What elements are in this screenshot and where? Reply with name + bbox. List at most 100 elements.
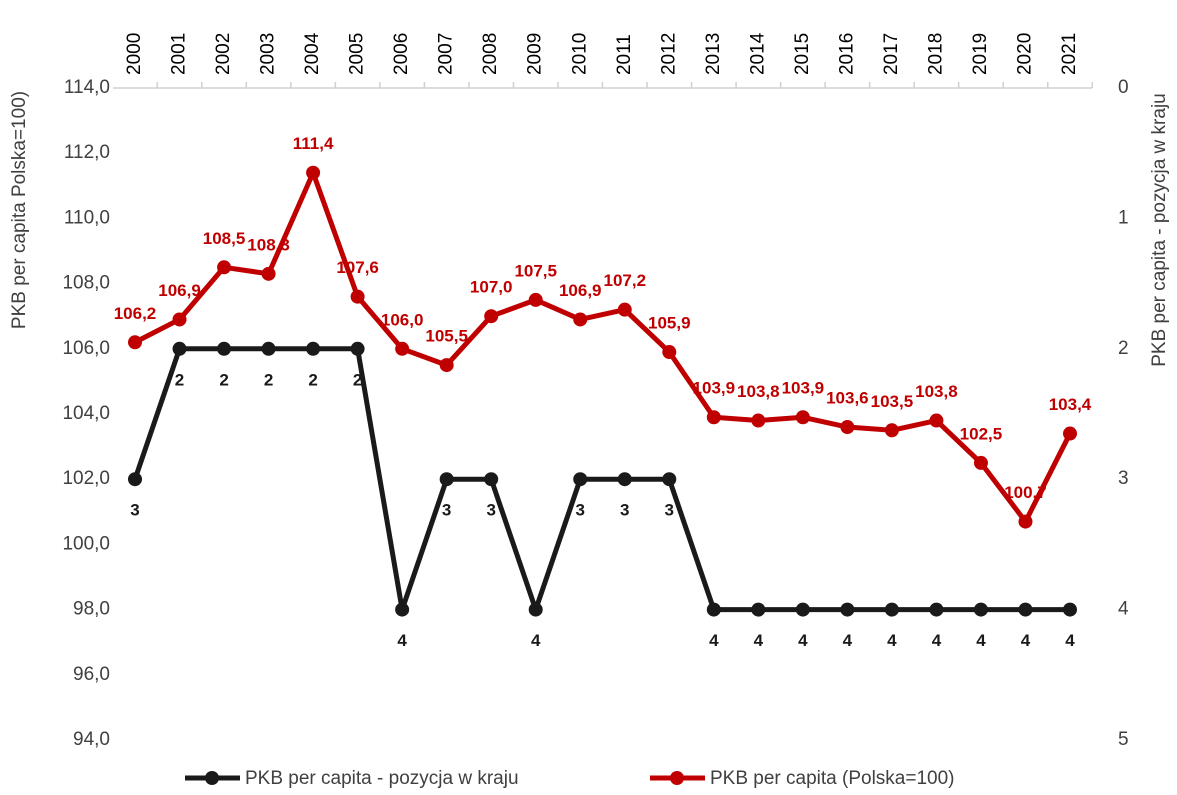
data-label: 102,5: [960, 424, 1003, 443]
data-label: 111,4: [293, 134, 334, 153]
y2-tick-label: 5: [1118, 729, 1129, 750]
data-point: [617, 302, 632, 317]
y-tick-label: 108,0: [62, 273, 110, 294]
data-point: [128, 335, 142, 350]
data-point: [706, 602, 721, 617]
data-point: [795, 410, 810, 425]
data-label: 103,5: [871, 392, 914, 411]
data-point: [1018, 514, 1033, 529]
x-tick-label: 2016: [836, 33, 857, 75]
data-point: [128, 472, 142, 487]
data-label: 4: [887, 631, 897, 650]
data-point: [1063, 426, 1077, 441]
data-label: 100,7: [1004, 483, 1047, 502]
x-tick-label: 2009: [525, 33, 546, 75]
data-point: [528, 602, 543, 617]
data-label: 106,2: [114, 304, 157, 323]
x-tick-label: 2017: [881, 33, 902, 75]
data-label: 108,5: [203, 229, 246, 248]
data-label: 3: [620, 501, 629, 520]
data-point: [439, 472, 454, 487]
data-label: 103,9: [693, 379, 736, 398]
data-point: [261, 341, 276, 356]
x-tick-label: 2004: [302, 32, 323, 75]
data-label: 107,2: [603, 271, 646, 290]
y-tick-label: 112,0: [64, 142, 110, 163]
data-label: 3: [486, 501, 495, 520]
data-point: [973, 455, 988, 470]
data-label: 106,9: [559, 281, 602, 300]
data-point: [929, 602, 944, 617]
y2-tick-label: 0: [1118, 77, 1129, 98]
data-point: [573, 472, 588, 487]
data-label: 106,9: [158, 281, 201, 300]
x-tick-label: 2010: [569, 33, 590, 75]
x-tick-label: 2003: [258, 33, 279, 75]
y-tick-label: 106,0: [62, 338, 110, 359]
data-label: 103,8: [737, 382, 780, 401]
data-label: 107,5: [514, 261, 557, 280]
data-point: [884, 602, 899, 617]
x-tick-label: 2020: [1014, 33, 1035, 75]
x-tick-label: 2001: [169, 33, 190, 75]
y2-tick-label: 2: [1118, 338, 1129, 359]
data-label: 105,9: [648, 314, 691, 333]
data-label: 4: [1021, 631, 1031, 650]
data-point: [795, 602, 810, 617]
legend-label: PKB per capita (Polska=100): [710, 768, 955, 789]
data-label: 3: [665, 501, 674, 520]
x-tick-label: 2012: [658, 33, 679, 75]
data-label: 2: [175, 370, 184, 389]
x-tick-label: 2006: [391, 33, 412, 75]
data-point: [439, 358, 454, 373]
series-line: [132, 346, 1070, 613]
data-label: 4: [754, 631, 764, 650]
y-tick-label: 110,0: [64, 207, 110, 228]
data-point: [706, 410, 721, 425]
data-point: [884, 423, 899, 438]
data-label: 103,8: [915, 382, 958, 401]
data-point: [261, 266, 276, 281]
data-point: [751, 413, 766, 428]
x-tick-label: 2011: [614, 34, 635, 75]
data-point: [840, 602, 855, 617]
x-tick-label: 2018: [925, 33, 946, 75]
y2-tick-label: 3: [1118, 468, 1129, 489]
data-point: [306, 341, 321, 356]
y-axis-label: PKB per capita Polska=100): [9, 91, 30, 329]
data-point: [484, 472, 499, 487]
x-tick-label: 2015: [792, 33, 813, 75]
legend-marker: [205, 771, 219, 785]
y2-tick-label: 4: [1118, 599, 1129, 620]
data-label: 4: [709, 631, 719, 650]
data-label: 4: [976, 631, 986, 650]
data-point: [617, 472, 632, 487]
data-label: 3: [442, 501, 451, 520]
x-tick-label: 2002: [213, 33, 234, 75]
data-point: [973, 602, 988, 617]
x-tick-label: 2021: [1059, 33, 1080, 75]
data-point: [395, 602, 410, 617]
data-point: [217, 341, 232, 356]
data-point: [751, 602, 766, 617]
data-label: 2: [219, 370, 228, 389]
y-tick-label: 94,0: [73, 729, 110, 750]
data-point: [484, 309, 499, 324]
data-point: [350, 341, 365, 356]
y-tick-label: 114,0: [64, 77, 110, 98]
data-label: 107,6: [336, 258, 379, 277]
x-tick-label: 2014: [747, 32, 768, 75]
data-label: 2: [308, 370, 317, 389]
legend-marker: [670, 771, 684, 785]
data-label: 2: [264, 370, 273, 389]
y-tick-label: 96,0: [73, 664, 110, 685]
data-point: [1018, 602, 1033, 617]
data-label: 4: [932, 631, 942, 650]
data-point: [172, 341, 187, 356]
y-tick-label: 102,0: [62, 468, 110, 489]
data-point: [573, 312, 588, 327]
data-label: 3: [576, 501, 585, 520]
data-label: 3: [130, 501, 139, 520]
y2-axis-label: PKB per capita - pozycja w kraju: [1149, 93, 1170, 367]
